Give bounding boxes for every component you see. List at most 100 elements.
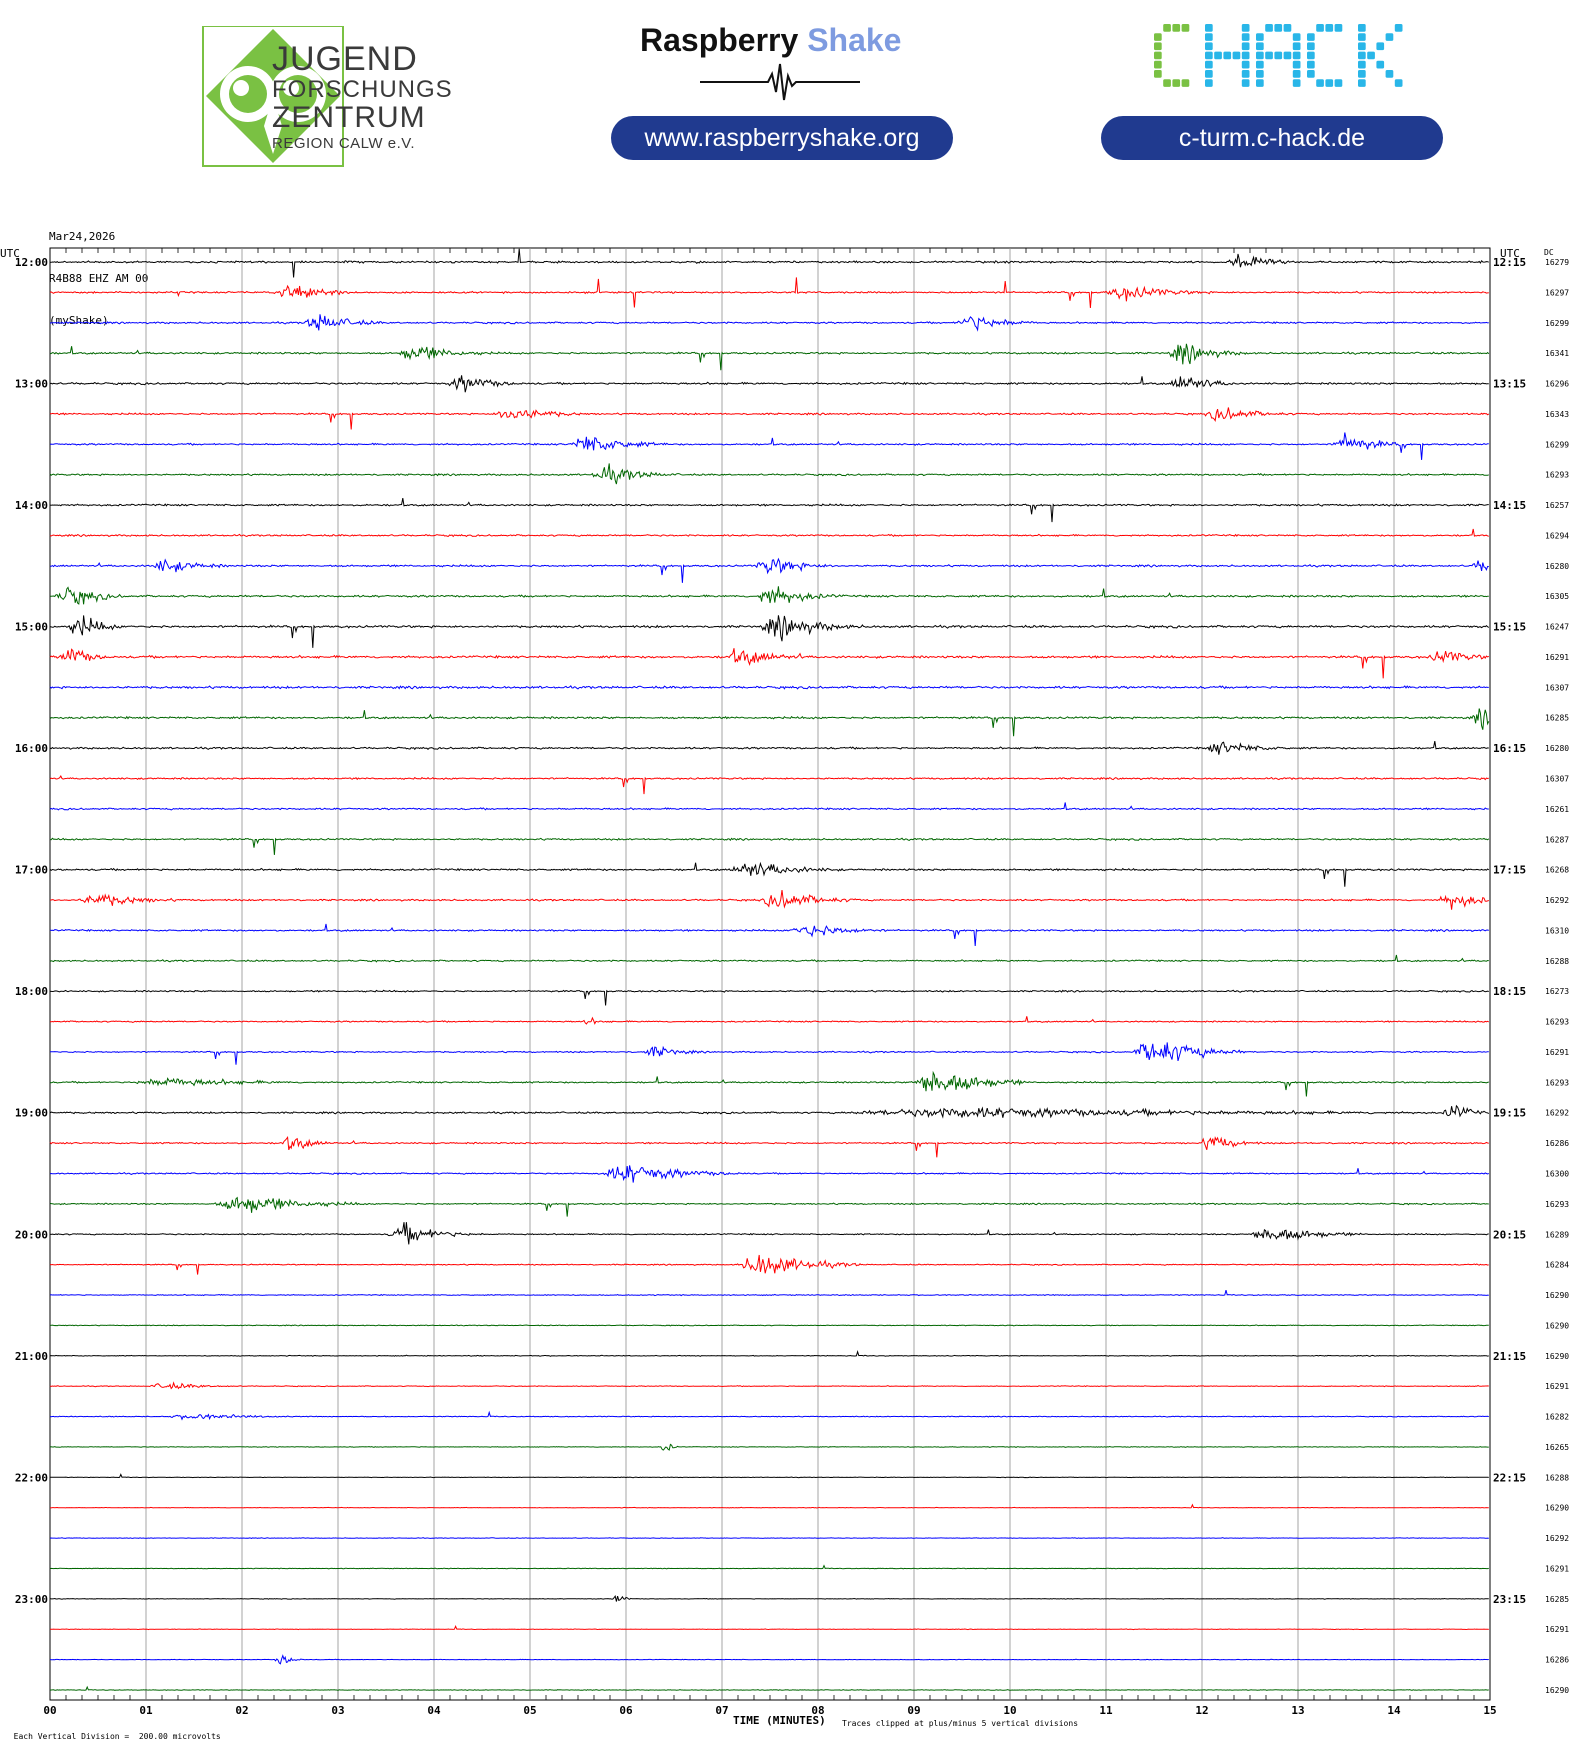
trace-row-5 xyxy=(49,407,1490,430)
chack-logo-dot xyxy=(1358,60,1366,69)
trace-row-13 xyxy=(49,648,1490,679)
chack-logo-dot xyxy=(1307,33,1315,41)
dc-offset-label: 16293 xyxy=(1545,1018,1569,1027)
hour-label-right: 21:15 xyxy=(1493,1350,1526,1363)
chack-logo-dot xyxy=(1241,79,1250,87)
x-tick-label: 03 xyxy=(331,1704,344,1717)
jfz-line3: ZENTRUM xyxy=(272,101,426,134)
dc-offset-label: 16292 xyxy=(1545,1534,1569,1543)
footer-clip-note: Traces clipped at plus/minus 5 vertical … xyxy=(842,1719,1079,1728)
chack-logo-dot xyxy=(1358,51,1366,60)
trace-row-19 xyxy=(49,837,1490,855)
dc-offset-label: 16285 xyxy=(1545,714,1569,723)
chack-url-link[interactable]: c-turm.c-hack.de xyxy=(1101,116,1443,160)
trace-row-21 xyxy=(49,890,1489,910)
chack-logo-dot xyxy=(1241,60,1250,69)
x-tick-label: 11 xyxy=(1099,1704,1113,1717)
chack-logo-dot xyxy=(1325,24,1334,32)
chart-frame xyxy=(49,247,1491,1701)
x-tick-label: 05 xyxy=(523,1704,536,1717)
dc-offset-label: 16286 xyxy=(1545,1656,1569,1665)
trace-row-34 xyxy=(49,1289,1489,1297)
chack-logo-dot xyxy=(1172,24,1181,32)
footer-xlabel: TIME (MINUTES) xyxy=(733,1714,826,1727)
dc-offset-label: 16261 xyxy=(1545,805,1569,814)
trace-row-15 xyxy=(49,708,1490,737)
chart-date: Mar24,2026 xyxy=(49,230,116,243)
chack-logo-dot xyxy=(1223,51,1232,60)
trace-row-40 xyxy=(50,1473,1489,1479)
trace-row-22 xyxy=(49,923,1489,947)
chack-logo-dot xyxy=(1307,51,1315,60)
chack-logo-dot xyxy=(1292,33,1301,41)
hour-label-right: 18:15 xyxy=(1493,985,1526,998)
trace-row-0 xyxy=(49,248,1489,278)
trace-row-46 xyxy=(49,1654,1489,1665)
chack-logo-dot xyxy=(1241,33,1250,41)
trace-row-37 xyxy=(49,1381,1489,1390)
chack-logo-dot xyxy=(1154,42,1162,51)
trace-row-38 xyxy=(49,1410,1489,1421)
chack-logo-dot xyxy=(1181,24,1190,32)
dc-offset-label: 16290 xyxy=(1545,1504,1569,1513)
chack-logo-dot xyxy=(1205,51,1213,60)
chack-logo-dot xyxy=(1241,51,1250,60)
footer-scale-note: Each Vertical Division = 200.00 microvol… xyxy=(4,1716,221,1744)
chack-logo-dot xyxy=(1358,70,1366,78)
dc-offset-label: 16268 xyxy=(1545,866,1569,875)
chack-logo-dot xyxy=(1172,79,1181,87)
chack-logo-dot xyxy=(1394,79,1403,87)
chack-logo-dot xyxy=(1154,33,1162,41)
chack-logo-dot xyxy=(1394,24,1403,32)
trace-row-12 xyxy=(49,615,1490,648)
chack-logo-dot xyxy=(1214,51,1222,60)
dc-offset-label: 16290 xyxy=(1545,1686,1569,1695)
trace-row-7 xyxy=(49,463,1489,485)
x-tick-label: 15 xyxy=(1483,1704,1496,1717)
hour-label-right: 17:15 xyxy=(1493,864,1526,877)
chack-logo-dot xyxy=(1358,33,1366,41)
dc-offset-label: 16293 xyxy=(1545,471,1569,480)
chack-logo-dot xyxy=(1256,42,1264,51)
trace-row-29 xyxy=(49,1135,1489,1158)
dc-offset-label: 16273 xyxy=(1545,987,1569,996)
chart-source: (myShake) xyxy=(49,314,109,327)
dc-offset-label: 16280 xyxy=(1545,562,1569,571)
trace-row-44 xyxy=(49,1595,1489,1602)
dc-offset-label: 16285 xyxy=(1545,1595,1569,1604)
dc-offset-label: 16299 xyxy=(1545,440,1569,449)
x-tick-label: 06 xyxy=(619,1704,633,1717)
footer-scale-text: Each Vertical Division = 200.00 microvol… xyxy=(13,1732,221,1741)
chack-logo-dot xyxy=(1292,60,1301,69)
trace-row-25 xyxy=(49,1016,1490,1025)
chack-logo-dot xyxy=(1307,42,1315,51)
jfz-owl-logo xyxy=(202,26,344,167)
dc-offset-label: 16343 xyxy=(1545,410,1569,419)
chack-logo-dot xyxy=(1358,42,1366,51)
trace-row-20 xyxy=(49,861,1490,887)
chack-logo-dot xyxy=(1205,42,1213,51)
hour-label-left: 14:00 xyxy=(15,499,48,512)
trace-row-47 xyxy=(49,1685,1489,1691)
dc-offset-label: 16296 xyxy=(1545,380,1569,389)
chack-logo-dot xyxy=(1154,51,1162,60)
trace-row-2 xyxy=(49,314,1489,332)
hour-label-right: 15:15 xyxy=(1493,621,1526,634)
dc-offset-label: 16305 xyxy=(1545,592,1569,601)
chack-logo-dot xyxy=(1205,24,1213,32)
trace-row-30 xyxy=(49,1165,1490,1183)
hour-label-left: 23:00 xyxy=(15,1593,48,1606)
hour-label-left: 13:00 xyxy=(15,378,48,391)
trace-row-4 xyxy=(49,375,1489,393)
chack-logo-dot xyxy=(1205,70,1213,78)
trace-row-33 xyxy=(49,1254,1489,1275)
trace-row-32 xyxy=(49,1222,1489,1245)
x-tick-label: 01 xyxy=(139,1704,153,1717)
chack-logo-dot xyxy=(1307,60,1315,69)
hour-label-left: 21:00 xyxy=(15,1350,48,1363)
chack-logo-dot xyxy=(1316,24,1324,32)
dc-offset-label: 16291 xyxy=(1545,653,1569,662)
raspberryshake-url-link[interactable]: www.raspberryshake.org xyxy=(611,116,953,160)
trace-row-42 xyxy=(49,1537,1489,1539)
dc-offset-label: 16287 xyxy=(1545,835,1569,844)
